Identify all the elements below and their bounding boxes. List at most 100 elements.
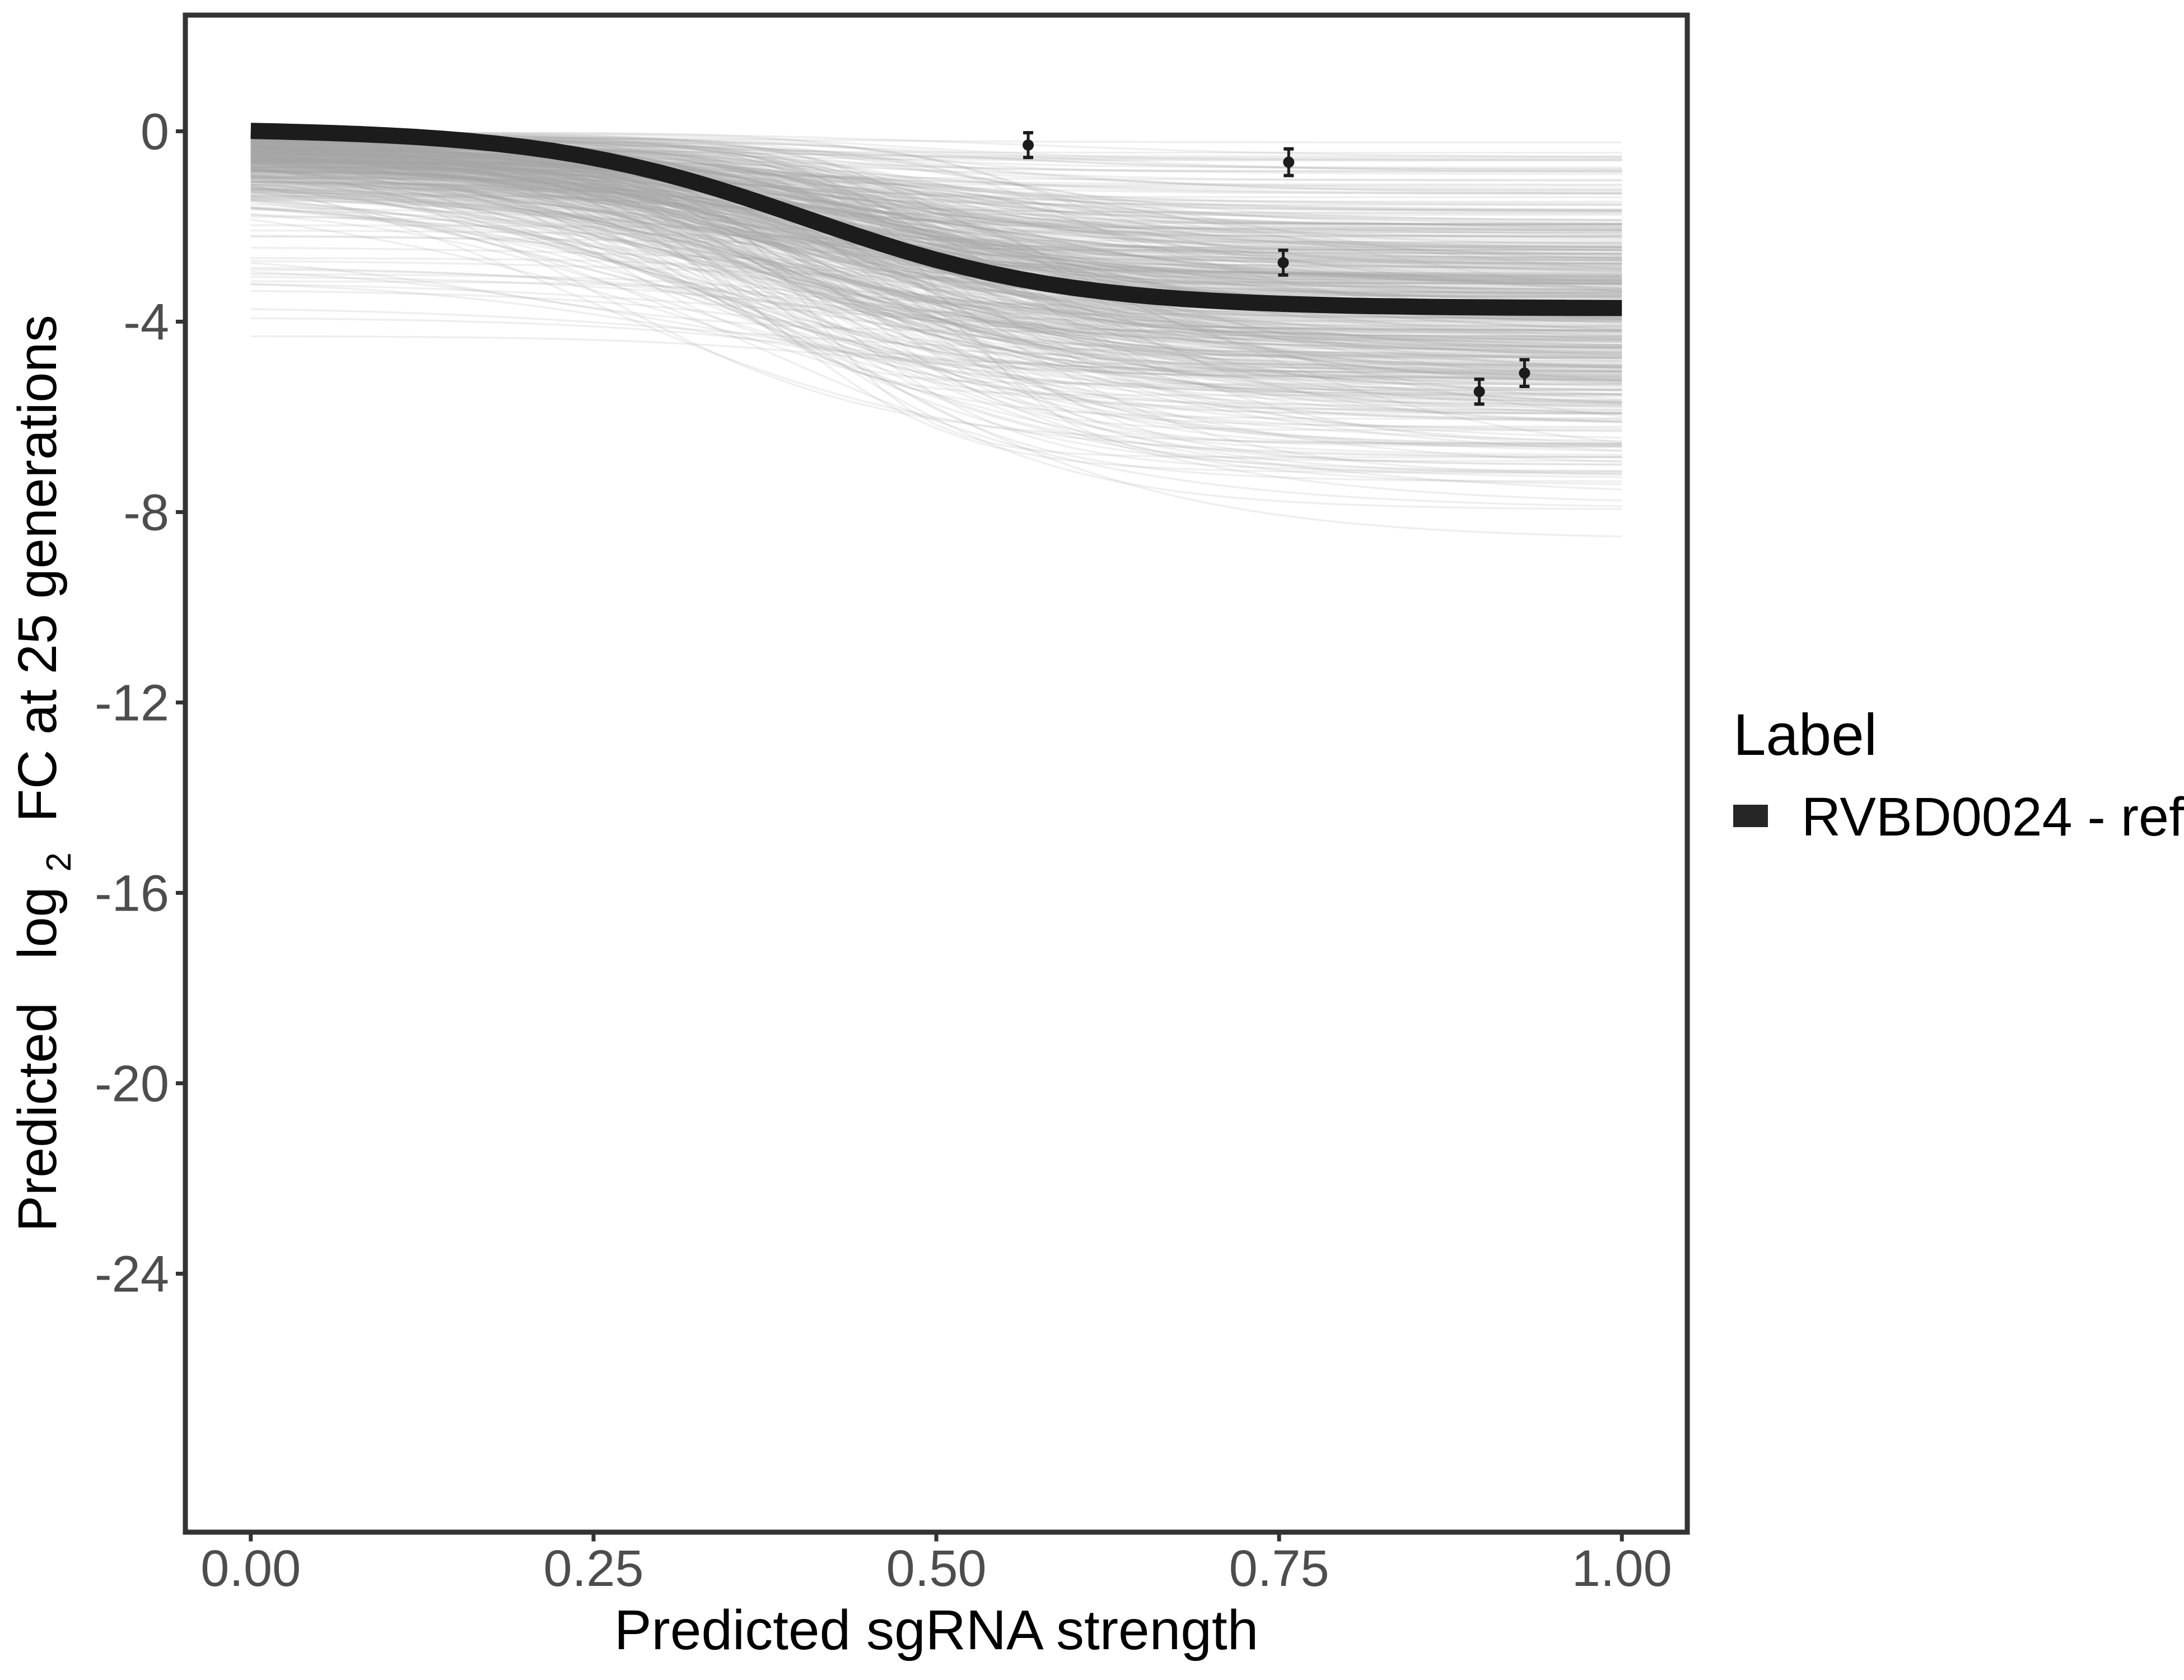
posterior-draw-line — [250, 142, 1622, 232]
posterior-draw-line — [250, 165, 1622, 376]
posterior-draw-line — [250, 187, 1622, 395]
posterior-draw-line — [250, 160, 1622, 310]
posterior-draw-line — [250, 147, 1622, 285]
pointrange — [1277, 248, 1289, 277]
posterior-draw-line — [250, 198, 1622, 388]
legend: Label RVBD0024 - ref — [1733, 702, 2184, 847]
posterior-draw-line — [250, 157, 1622, 428]
posterior-draw-line — [250, 144, 1622, 375]
posterior-draw-line — [250, 159, 1622, 282]
posterior-draw-line — [250, 169, 1622, 418]
posterior-draw-line — [250, 198, 1622, 352]
posterior-draw-line — [250, 184, 1622, 386]
legend-item-label: RVBD0024 - ref — [1802, 786, 2184, 847]
posterior-draw-line — [250, 148, 1622, 285]
legend-title: Label — [1733, 702, 1877, 768]
posterior-draw-line — [250, 156, 1622, 226]
posterior-draw-line — [250, 157, 1622, 415]
posterior-draw-line — [250, 130, 1622, 158]
posterior-draw-line — [250, 192, 1622, 228]
posterior-draw-line — [250, 143, 1622, 328]
pointrange — [1283, 147, 1295, 178]
posterior-draw-line — [250, 270, 1622, 374]
posterior-draw-line — [250, 157, 1622, 290]
x-tick-label: 1.00 — [1572, 1540, 1672, 1597]
posterior-draw-line — [250, 139, 1622, 251]
posterior-draw-line — [250, 164, 1622, 347]
posterior-draw-line — [250, 147, 1622, 398]
posterior-draw-line — [250, 132, 1622, 172]
posterior-draw-line — [250, 155, 1622, 236]
posterior-draw-line — [250, 141, 1622, 369]
posterior-draw-line — [250, 176, 1622, 282]
posterior-draw-line — [250, 146, 1622, 326]
posterior-draw-line — [250, 147, 1622, 372]
posterior-draw-line — [250, 168, 1622, 254]
posterior-draw-line — [250, 147, 1622, 459]
posterior-draw-line — [250, 189, 1622, 255]
posterior-draw-line — [250, 165, 1622, 381]
posterior-draw-line — [250, 157, 1622, 302]
posterior-draw-line — [250, 178, 1622, 343]
posterior-draw-line — [250, 156, 1622, 358]
posterior-draw-line — [250, 161, 1622, 226]
posterior-draw-line — [250, 160, 1622, 445]
x-tick-label: 0.00 — [200, 1540, 301, 1597]
x-tick-label: 0.25 — [543, 1540, 643, 1597]
y-tick-label: -16 — [95, 865, 169, 922]
posterior-draw-line — [250, 186, 1622, 452]
posterior-draw-line — [250, 158, 1622, 396]
posterior-draw-line — [250, 213, 1622, 395]
posterior-draw-line — [250, 267, 1622, 333]
posterior-draw-line — [250, 146, 1622, 292]
posterior-draw-line — [250, 153, 1622, 380]
posterior-draw-line — [250, 153, 1622, 270]
posterior-draw-line — [250, 150, 1622, 328]
posterior-draw-line — [250, 151, 1622, 250]
posterior-draw-line — [250, 164, 1622, 392]
posterior-draw-line — [250, 156, 1622, 259]
posterior-draw-line — [250, 149, 1622, 272]
posterior-draw-line — [250, 160, 1622, 341]
posterior-draw-line — [250, 159, 1622, 367]
posterior-draw-line — [250, 156, 1622, 251]
x-axis-ticks: 0.00 0.25 0.50 0.75 1.00 — [200, 1534, 1672, 1597]
posterior-draw-line — [250, 142, 1622, 352]
posterior-draw-line — [250, 147, 1622, 236]
posterior-draw-line — [250, 308, 1622, 354]
y-axis-title-word2: log — [7, 887, 68, 959]
posterior-draw-line — [250, 143, 1622, 261]
posterior-draw-line — [250, 147, 1622, 332]
posterior-draw-line — [250, 189, 1622, 408]
posterior-draw-line — [250, 195, 1622, 309]
posterior-draw-line — [250, 155, 1622, 221]
posterior-draw-line — [250, 141, 1622, 299]
posterior-draw-line — [250, 161, 1622, 341]
legend-key-line — [1733, 805, 1768, 827]
posterior-draw-line — [250, 156, 1622, 291]
posterior-draw-line — [250, 179, 1622, 262]
posterior-draw-line — [250, 213, 1622, 321]
data-point — [1473, 386, 1485, 398]
posterior-draw-line — [250, 146, 1622, 265]
posterior-draw-line — [250, 235, 1622, 248]
posterior-draw-line — [250, 162, 1622, 354]
posterior-draw-line — [250, 155, 1622, 276]
posterior-draw-line — [250, 151, 1622, 293]
posterior-draw-line — [250, 169, 1622, 405]
posterior-draw-line — [250, 147, 1622, 430]
posterior-draw-line — [250, 138, 1622, 287]
posterior-draw-line — [250, 186, 1622, 381]
x-axis-title: Predicted sgRNA strength — [614, 1599, 1259, 1662]
posterior-draw-line — [250, 171, 1622, 265]
posterior-draw-line — [250, 160, 1622, 365]
posterior-draw-line — [250, 216, 1622, 449]
posterior-draw-line — [250, 147, 1622, 340]
posterior-draw-line — [250, 166, 1622, 206]
posterior-draw-line — [250, 145, 1622, 319]
y-axis-title: Predicted log 2 FC at 25 generations — [7, 315, 82, 1231]
posterior-draw-line — [250, 158, 1622, 359]
posterior-draw-line — [250, 171, 1622, 212]
